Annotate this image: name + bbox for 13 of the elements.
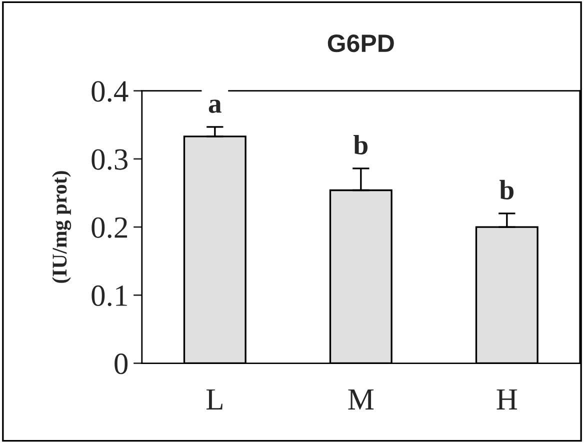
y-tick-label: 0.3 bbox=[92, 149, 128, 170]
chart-title: G6PD bbox=[328, 34, 394, 52]
y-tick-label: 0.1 bbox=[92, 285, 127, 306]
y-tick-label: 0.4 bbox=[92, 81, 128, 102]
x-tick-label: L bbox=[206, 389, 222, 410]
x-tick-label: M bbox=[348, 389, 374, 410]
y-tick-label: 0.2 bbox=[92, 217, 128, 238]
annotation: b bbox=[500, 180, 514, 200]
y-tick-label: 0 bbox=[114, 354, 128, 374]
annotation: b bbox=[354, 134, 368, 154]
annotation: a bbox=[208, 100, 222, 113]
x-tick-label: H bbox=[496, 389, 518, 410]
y-axis-title: (IU/mg prot) bbox=[52, 171, 72, 283]
